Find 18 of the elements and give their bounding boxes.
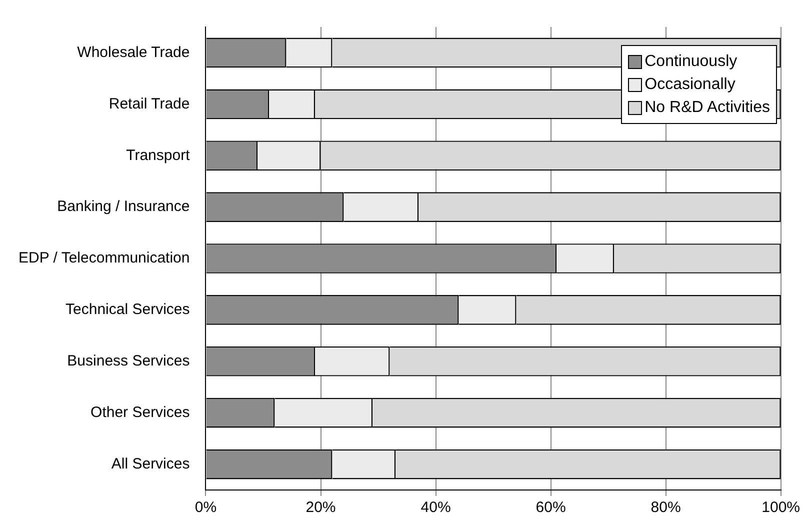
y-tick-label: Business Services bbox=[67, 352, 190, 370]
y-tick-label: Transport bbox=[126, 146, 191, 164]
legend-label: Continuously bbox=[644, 52, 738, 72]
x-tick-label: 80% bbox=[650, 499, 681, 516]
y-tick-label: All Services bbox=[111, 455, 190, 472]
x-tick-label: 100% bbox=[762, 499, 800, 516]
y-tick-label: Banking / Insurance bbox=[57, 198, 190, 216]
legend-label: No R&D Activities bbox=[644, 98, 770, 118]
y-tick-label: Retail Trade bbox=[108, 95, 190, 112]
y-tick-label: EDP / Telecommunication bbox=[18, 250, 190, 267]
y-tick-label: Technical Services bbox=[66, 301, 190, 318]
x-tick-label: 60% bbox=[536, 499, 566, 516]
x-tick-label: 20% bbox=[306, 499, 336, 516]
legend-label: Occasionally bbox=[644, 75, 736, 95]
x-tick-label: 40% bbox=[420, 499, 451, 516]
x-tick-label: 0% bbox=[194, 499, 217, 516]
y-tick-label: Other Services bbox=[90, 404, 190, 421]
y-tick-label: Wholesale Trade bbox=[77, 44, 190, 61]
